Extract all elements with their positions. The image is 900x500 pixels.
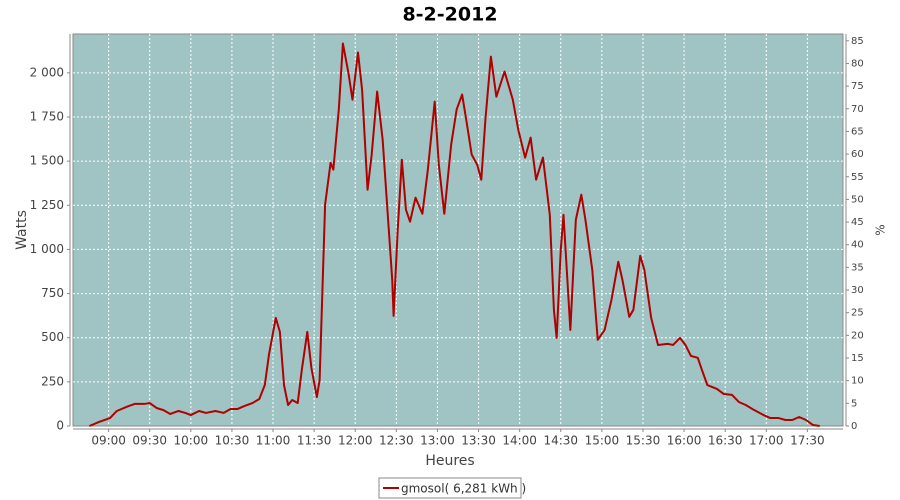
y-tick-label: 500 <box>41 330 64 344</box>
y2-tick-label: 60 <box>851 149 864 160</box>
y-tick-label: 0 <box>56 419 64 433</box>
y-tick-label: 1 750 <box>30 109 64 123</box>
series-line <box>89 42 820 427</box>
y-tick-label: 750 <box>41 286 64 300</box>
chart-title: 8-2-2012 <box>402 4 497 26</box>
x-tick-label: 17:00 <box>749 434 784 448</box>
x-tick-label: 14:30 <box>543 434 578 448</box>
y2-tick-label: 45 <box>851 217 864 228</box>
x-tick-label: 09:30 <box>132 434 167 448</box>
legend: gmosol( 6,281 kWh ) <box>378 477 526 499</box>
y2-tick-label: 65 <box>851 126 864 137</box>
y2-tick-label: 85 <box>851 36 864 47</box>
legend-box <box>378 477 522 499</box>
x-tick-label: 11:30 <box>297 434 332 448</box>
plot-area <box>72 33 844 427</box>
y-tick-label: 250 <box>41 374 64 388</box>
y2-axis-label: % <box>874 224 888 235</box>
y2-tick-label: 55 <box>851 172 864 183</box>
x-tick-label: 15:30 <box>626 434 661 448</box>
y2-tick-label: 50 <box>851 194 864 205</box>
y2-tick-label: 10 <box>851 376 864 387</box>
y2-tick-label: 0 <box>851 421 857 432</box>
x-tick-label: 13:00 <box>420 434 455 448</box>
y2-tick-label: 20 <box>851 330 864 341</box>
legend-label: gmosol( 6,281 kWh ) <box>401 482 526 496</box>
y2-tick-label: 80 <box>851 58 864 69</box>
x-tick-label: 17:30 <box>790 434 825 448</box>
y-tick-label: 1 000 <box>30 242 64 256</box>
x-tick-label: 12:00 <box>338 434 373 448</box>
x-tick-label: 09:00 <box>91 434 126 448</box>
x-axis-label: Heures <box>425 453 474 469</box>
x-tick-label: 16:00 <box>667 434 702 448</box>
y-tick-label: 2 000 <box>30 65 64 79</box>
y2-tick-label: 70 <box>851 104 864 115</box>
y-axis-label: Watts <box>14 210 30 250</box>
y-tick-label: 1 500 <box>30 154 64 168</box>
y2-tick-label: 30 <box>851 285 864 296</box>
x-tick-label: 14:00 <box>502 434 537 448</box>
x-tick-label: 12:30 <box>379 434 414 448</box>
y2-tick-label: 40 <box>851 240 864 251</box>
x-tick-label: 13:30 <box>461 434 496 448</box>
y-tick-label: 1 250 <box>30 198 64 212</box>
x-tick-label: 10:00 <box>174 434 209 448</box>
x-tick-label: 11:00 <box>256 434 291 448</box>
y2-tick-label: 25 <box>851 308 864 319</box>
y2-tick-label: 35 <box>851 262 864 273</box>
x-tick-label: 16:30 <box>708 434 743 448</box>
y2-tick-label: 75 <box>851 81 864 92</box>
y2-tick-label: 15 <box>851 353 864 364</box>
y2-tick-label: 5 <box>851 398 857 409</box>
x-tick-label: 15:00 <box>585 434 620 448</box>
x-tick-label: 10:30 <box>215 434 250 448</box>
